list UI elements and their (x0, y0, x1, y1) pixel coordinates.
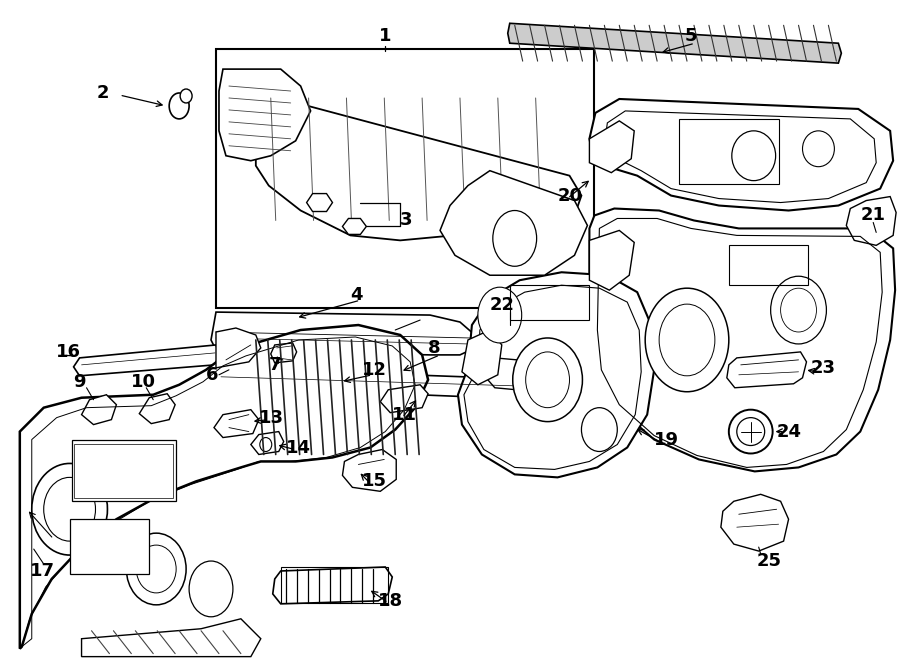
Text: 14: 14 (285, 438, 310, 457)
Bar (729, 246, 808, 285)
Ellipse shape (44, 477, 95, 541)
Text: 21: 21 (860, 207, 886, 224)
Polygon shape (727, 352, 806, 388)
Ellipse shape (513, 338, 582, 422)
Bar (74, 444, 173, 498)
Ellipse shape (732, 131, 776, 181)
Polygon shape (381, 385, 428, 412)
Ellipse shape (126, 533, 186, 605)
Polygon shape (307, 193, 332, 211)
Polygon shape (343, 218, 366, 234)
Polygon shape (251, 432, 284, 455)
Polygon shape (440, 171, 588, 275)
Ellipse shape (526, 352, 570, 408)
Polygon shape (343, 449, 396, 491)
Polygon shape (590, 99, 893, 211)
Text: 25: 25 (757, 552, 782, 570)
Text: 22: 22 (490, 296, 515, 314)
Text: 15: 15 (363, 473, 387, 491)
Polygon shape (846, 197, 896, 246)
Text: 10: 10 (131, 373, 157, 391)
Ellipse shape (780, 288, 816, 332)
Ellipse shape (180, 89, 192, 103)
Text: 6: 6 (206, 366, 219, 384)
Polygon shape (82, 395, 116, 424)
Bar (72, 440, 176, 501)
Polygon shape (590, 230, 634, 290)
Text: 16: 16 (56, 343, 81, 361)
Text: 13: 13 (259, 408, 284, 426)
Bar (281, 567, 388, 603)
Ellipse shape (729, 410, 772, 453)
Polygon shape (211, 312, 475, 355)
Polygon shape (458, 272, 654, 477)
Polygon shape (462, 330, 502, 385)
Polygon shape (508, 23, 842, 63)
Polygon shape (82, 619, 261, 657)
Text: 19: 19 (654, 430, 680, 449)
Ellipse shape (169, 93, 189, 119)
Polygon shape (273, 567, 392, 604)
Polygon shape (488, 358, 547, 392)
Text: 1: 1 (379, 27, 392, 45)
Text: 17: 17 (30, 562, 55, 580)
Text: 2: 2 (96, 84, 109, 102)
Bar (509, 285, 590, 320)
Ellipse shape (189, 561, 233, 617)
Text: 4: 4 (350, 286, 363, 304)
Polygon shape (256, 96, 581, 240)
Polygon shape (216, 328, 261, 368)
Text: 20: 20 (557, 187, 582, 205)
Ellipse shape (770, 276, 826, 344)
Ellipse shape (32, 463, 107, 555)
Polygon shape (214, 410, 259, 438)
Bar (679, 119, 778, 183)
Polygon shape (20, 325, 428, 649)
Polygon shape (271, 343, 297, 363)
Text: 8: 8 (428, 339, 441, 357)
Ellipse shape (645, 288, 729, 392)
Text: 24: 24 (777, 422, 802, 441)
Text: 18: 18 (378, 592, 403, 610)
Text: 9: 9 (74, 373, 86, 391)
Ellipse shape (581, 408, 617, 451)
Text: 12: 12 (363, 361, 387, 379)
Polygon shape (140, 394, 176, 424)
Polygon shape (590, 209, 896, 471)
Text: 3: 3 (400, 211, 413, 230)
Text: 5: 5 (685, 27, 698, 45)
Ellipse shape (136, 545, 176, 593)
Text: 7: 7 (269, 356, 282, 374)
Polygon shape (590, 121, 634, 173)
Polygon shape (217, 368, 547, 400)
Polygon shape (219, 69, 310, 161)
Ellipse shape (659, 304, 715, 376)
Ellipse shape (478, 287, 522, 343)
Polygon shape (74, 345, 219, 376)
Polygon shape (721, 495, 788, 551)
Text: 11: 11 (392, 406, 418, 424)
Bar (216, 49, 594, 308)
Bar (69, 519, 149, 574)
Ellipse shape (803, 131, 834, 167)
Text: 23: 23 (811, 359, 835, 377)
Ellipse shape (737, 418, 765, 446)
